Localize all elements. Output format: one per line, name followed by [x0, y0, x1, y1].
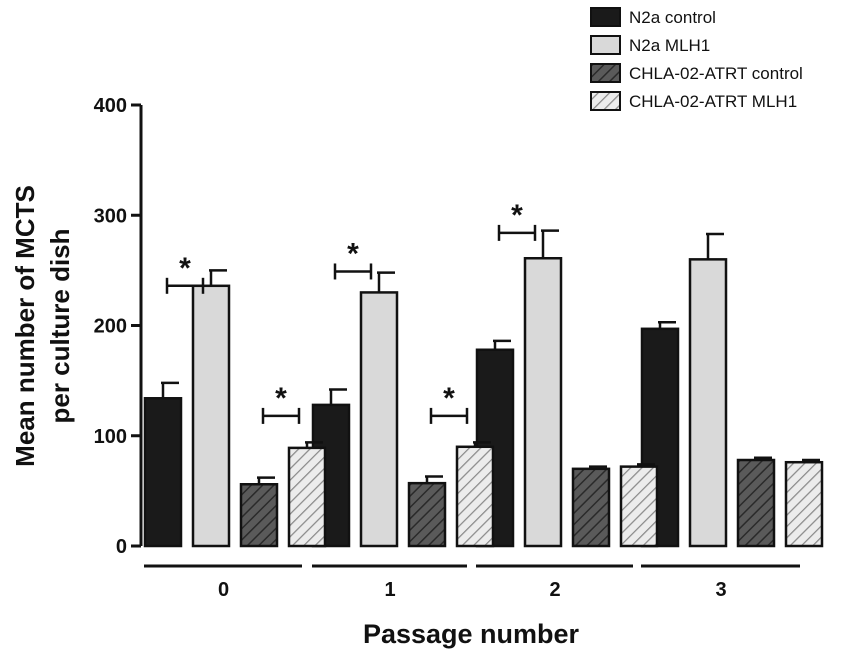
bars-layer — [143, 229, 824, 548]
legend-label: N2a control — [629, 8, 716, 27]
x-tick-label: 1 — [384, 579, 395, 601]
bar — [619, 465, 659, 548]
y-axis-label-line-2: per culture dish — [45, 228, 75, 423]
y-tick-label: 200 — [94, 316, 127, 338]
y-tick-label: 0 — [116, 536, 127, 558]
bar — [239, 483, 279, 548]
y-tick-label: 100 — [94, 426, 127, 448]
legend-swatch — [590, 91, 621, 111]
x-tick-label: 3 — [715, 579, 726, 601]
bar — [407, 481, 447, 548]
legend-swatch — [590, 35, 621, 55]
y-axis-label-line-1: Mean number of MCTS — [10, 185, 40, 467]
x-axis-label: Passage number — [363, 619, 580, 649]
legend-label: N2a MLH1 — [629, 36, 710, 55]
bar — [523, 256, 563, 548]
y-axis-label: Mean number of MCTS per culture dish — [10, 185, 75, 467]
y-tick-label: 300 — [94, 205, 127, 227]
bar — [736, 458, 776, 548]
significance-annotations: * * * * * — [165, 199, 537, 424]
bar — [688, 258, 728, 548]
bar — [784, 460, 824, 548]
legend: N2a control N2a MLH1 CHLA-02-ATRT control C… — [590, 7, 803, 111]
significance-star: * — [275, 382, 287, 415]
significance-star: * — [179, 252, 191, 285]
legend-label: CHLA-02-ATRT control — [629, 64, 803, 83]
axes: 0 100 200 300 400 0 1 2 3 — [94, 95, 800, 601]
y-tick-label: 400 — [94, 95, 127, 117]
significance-star: * — [443, 382, 455, 415]
bar — [143, 397, 183, 548]
bar — [455, 445, 495, 548]
legend-swatch — [590, 7, 621, 27]
x-tick-label: 2 — [549, 579, 560, 601]
bar — [359, 291, 399, 548]
bar — [571, 467, 611, 548]
legend-swatch — [590, 63, 621, 83]
x-tick-label: 0 — [218, 579, 229, 601]
significance-star: * — [347, 237, 359, 270]
bar — [287, 446, 327, 548]
significance-star: * — [511, 199, 523, 232]
bar — [191, 284, 231, 548]
legend-label: CHLA-02-ATRT MLH1 — [629, 92, 797, 111]
